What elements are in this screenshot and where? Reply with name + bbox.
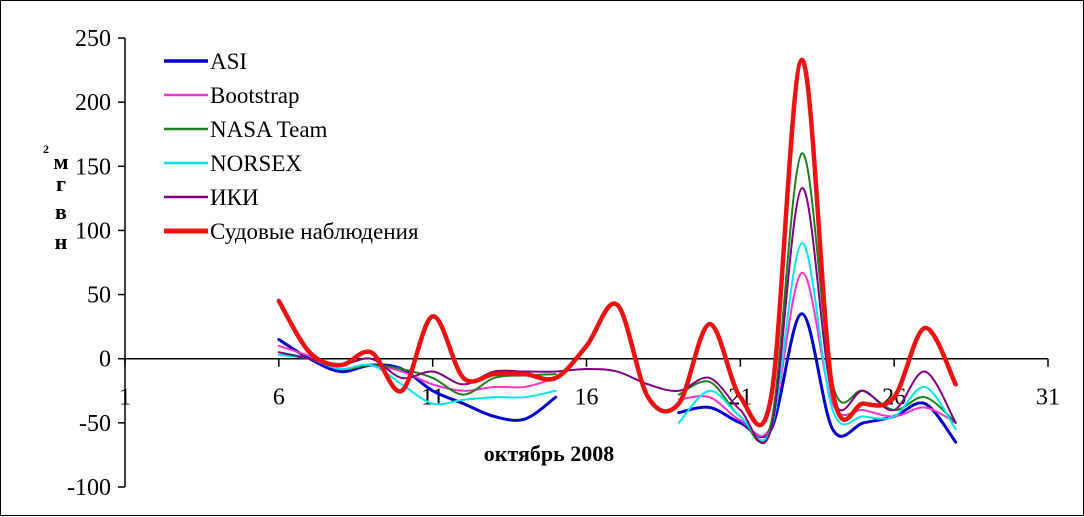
y-tick-label: -100: [67, 475, 111, 501]
y-tick-label: 150: [75, 154, 111, 180]
x-tick-label: 16: [575, 385, 599, 411]
x-tick-label: 1: [119, 385, 131, 411]
y-axis-label-letter-2: г: [56, 171, 66, 196]
legend-label: ИКИ: [210, 185, 259, 210]
series-0: [279, 314, 956, 442]
y-axis-label: 2 м г в н: [43, 142, 69, 254]
legend-label: Bootstrap: [210, 83, 299, 108]
y-tick-label: 0: [99, 347, 111, 373]
series-layer: [279, 60, 956, 443]
y-axis-label-superscript: 2: [43, 142, 49, 156]
y-axis-label-letter-3: в: [55, 199, 67, 224]
legend-label: ASI: [210, 49, 247, 74]
y-tick-label: 250: [75, 26, 111, 52]
legend-label: Судовые наблюдения: [210, 219, 419, 244]
legend-label: NASA Team: [210, 117, 328, 142]
y-tick-label: 200: [75, 90, 111, 116]
legend: ASI Bootstrap NASA Team NORSEX ИКИ Судовые на…: [164, 49, 419, 244]
x-tick-label: 11: [421, 385, 444, 411]
y-tick-label: 50: [87, 283, 111, 309]
y-tick-label: 100: [75, 218, 111, 244]
legend-label: NORSEX: [210, 151, 302, 176]
x-axis-label: октябрь 2008: [484, 441, 614, 466]
y-tick-label: -50: [79, 411, 111, 437]
x-tick-label: 6: [273, 385, 285, 411]
y-axis-label-letter-4: н: [55, 229, 68, 254]
x-tick-label: 31: [1036, 385, 1060, 411]
